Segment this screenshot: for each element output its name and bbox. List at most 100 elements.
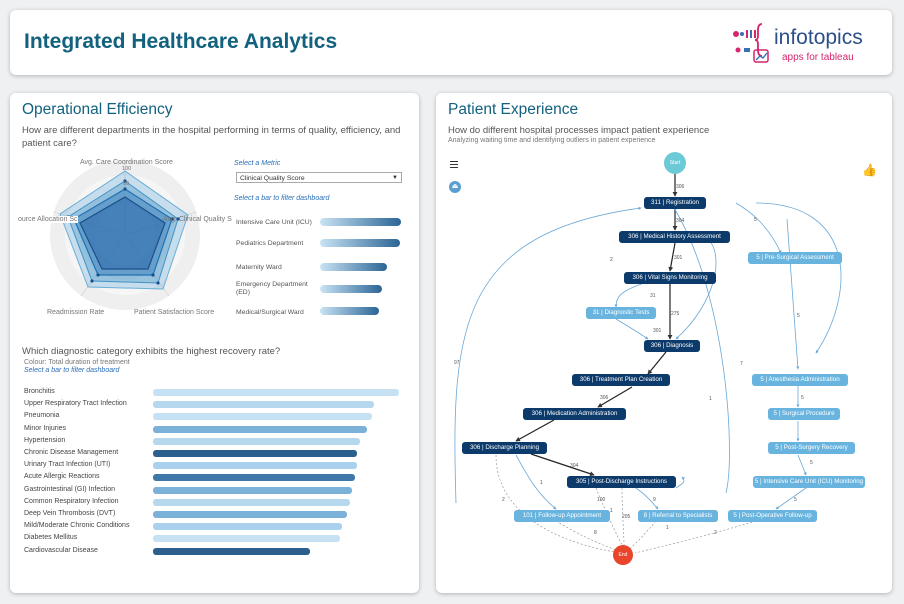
panel-question: How do different hospital processes impa…: [448, 125, 710, 136]
diagnostic-bar[interactable]: [153, 535, 340, 543]
edge-label: 2: [502, 497, 505, 503]
node-registration[interactable]: 311 | Registration: [644, 197, 706, 209]
radar-axis-label: ource Allocation Sc: [18, 216, 78, 223]
node-anesthesia[interactable]: 5 | Anesthesia Administration: [752, 374, 848, 386]
diagnostic-label: Chronic Disease Management: [24, 449, 119, 456]
diagnostic-bar[interactable]: [153, 474, 355, 482]
diagnostic-bar[interactable]: [153, 401, 375, 409]
department-label: Maternity Ward: [236, 264, 282, 271]
start-node[interactable]: Start: [664, 152, 686, 174]
diagnostic-bar[interactable]: [153, 547, 311, 555]
radar-tick-label: 80: [123, 181, 130, 187]
thumbs-up-icon[interactable]: 👍: [862, 163, 877, 177]
diagnostic-label: Hypertension: [24, 436, 66, 444]
edge-label: 275: [671, 311, 680, 317]
department-label: Pediatrics Department: [236, 240, 304, 247]
edge-label: 100: [597, 497, 606, 503]
diagnostic-bar[interactable]: [153, 523, 343, 531]
department-bar[interactable]: [320, 307, 379, 315]
diagnostic-label: Minor Injuries: [24, 424, 67, 432]
diagnostic-bar[interactable]: [153, 462, 358, 470]
edge-label: 1: [610, 508, 613, 514]
diagnostic-bar[interactable]: [153, 413, 372, 421]
edge-label: 5: [797, 313, 800, 319]
edge-label: 31: [650, 293, 656, 299]
node-discharge-planning[interactable]: 306 | Discharge Planning: [462, 442, 547, 454]
diagnostic-bar[interactable]: [153, 498, 350, 506]
radar-chart[interactable]: [10, 157, 230, 322]
diagnostic-colour-note: Colour: Total duration of treatment: [24, 359, 130, 366]
radar-axis-label: Patient Satisfaction Score: [134, 309, 215, 316]
edge-label: 97: [454, 360, 460, 366]
diagnostic-label: Gastrointestinal (GI) Infection: [24, 485, 116, 493]
diagnostic-label: Common Respiratory Infection: [24, 497, 119, 505]
edge-label: 304: [676, 218, 685, 224]
diagnostic-label: Diabetes Mellitus: [24, 534, 78, 542]
diagnostic-bar[interactable]: [153, 437, 360, 445]
radar-axis-label: Avg. Care Coordination Score: [80, 159, 173, 166]
end-node[interactable]: End: [613, 545, 633, 565]
edge-label: 301: [653, 328, 662, 334]
diagnostic-label: Mild/Moderate Chronic Conditions: [24, 522, 130, 530]
select-metric-label: Select a Metric: [234, 160, 281, 167]
node-post-discharge[interactable]: 305 | Post-Discharge Instructions: [567, 476, 676, 488]
edge-label: 5: [794, 497, 797, 503]
filter-hint: Select a bar to filter dashboard: [234, 195, 330, 202]
edge-label: 304: [570, 463, 579, 469]
node-medication[interactable]: 306 | Medication Administration: [523, 408, 626, 420]
diagnostic-bar[interactable]: [153, 511, 348, 518]
edge-label: 7: [740, 361, 743, 367]
edge-label: 8: [594, 530, 597, 536]
logo-tagline: apps for tableau: [782, 52, 854, 63]
diagnostic-label: Cardiovascular Disease: [24, 546, 98, 554]
chevron-down-icon: ▼: [392, 175, 398, 181]
metric-dropdown[interactable]: Clinical Quality Score ▼: [236, 172, 402, 183]
panel-question: How are different departments in the hos…: [22, 125, 401, 149]
node-post-surgery[interactable]: 5 | Post-Surgery Recovery: [768, 442, 855, 454]
department-label: Intensive Care Unit (ICU): [236, 219, 312, 226]
diagnostic-bar[interactable]: [153, 389, 399, 396]
diagnostic-filter-hint: Select a bar to filter dashboard: [24, 367, 120, 374]
edge-label: 1: [666, 525, 669, 531]
diagnostic-label: Acute Allergic Reactions: [24, 473, 100, 481]
diagnostic-label: Upper Respiratory Tract Infection: [24, 400, 127, 408]
diagnostic-label: Urinary Tract Infection (UTI): [24, 461, 111, 469]
patient-experience-panel: Patient Experience How do different hosp…: [436, 93, 892, 593]
node-diagnosis[interactable]: 306 | Diagnosis: [644, 340, 700, 352]
infotopics-logo[interactable]: infotopics apps for tableau: [730, 16, 890, 72]
department-bar[interactable]: [320, 285, 382, 293]
department-bar[interactable]: [320, 239, 400, 247]
node-referral[interactable]: 8 | Referral to Specialists: [638, 510, 718, 522]
diagnostic-question: Which diagnostic category exhibits the h…: [22, 346, 281, 357]
edge-label: 2: [714, 530, 717, 536]
edge-label: 205: [622, 514, 631, 520]
edge-label: 1: [540, 480, 543, 486]
diagnostic-bar[interactable]: [153, 450, 358, 457]
node-vital-signs[interactable]: 306 | Vital Signs Monitoring: [624, 272, 716, 284]
edge-label: 301: [674, 255, 683, 261]
menu-icon[interactable]: [450, 161, 458, 169]
department-bar[interactable]: [320, 263, 387, 271]
edge-label: 1: [709, 396, 712, 402]
panel-title: Patient Experience: [448, 101, 579, 118]
eject-icon[interactable]: ⏏: [449, 181, 461, 193]
diagnostic-bar[interactable]: [153, 486, 353, 494]
department-label: Emergency Department (ED): [236, 281, 308, 296]
radar-tick-label: 100: [122, 166, 132, 172]
node-medical-history[interactable]: 306 | Medical History Assessment: [619, 231, 730, 243]
metric-dropdown-value: Clinical Quality Score: [240, 175, 305, 182]
node-post-op[interactable]: 5 | Post-Operative Follow-up: [728, 510, 817, 522]
edge-label: 2: [610, 257, 613, 263]
node-diagnostic-tests[interactable]: 31 | Diagnostic Tests: [586, 307, 656, 319]
edge-label: 306: [600, 395, 609, 401]
node-treatment-plan[interactable]: 306 | Treatment Plan Creation: [572, 374, 670, 386]
diagnostic-bar[interactable]: [153, 425, 368, 433]
department-bar[interactable]: [320, 218, 401, 226]
node-surgical-procedure[interactable]: 5 | Surgical Procedure: [768, 408, 840, 420]
node-icu-monitoring[interactable]: 5 | Intensive Care Unit (ICU) Monitoring: [753, 476, 865, 488]
logo-mark-icon: [733, 23, 769, 63]
radar-axis-label: Readmission Rate: [47, 309, 105, 316]
node-follow-up[interactable]: 101 | Follow-up Appointment: [514, 510, 610, 522]
dashboard-title: Integrated Healthcare Analytics: [24, 30, 338, 53]
node-pre-surgical[interactable]: 5 | Pre-Surgical Assessment: [748, 252, 842, 264]
